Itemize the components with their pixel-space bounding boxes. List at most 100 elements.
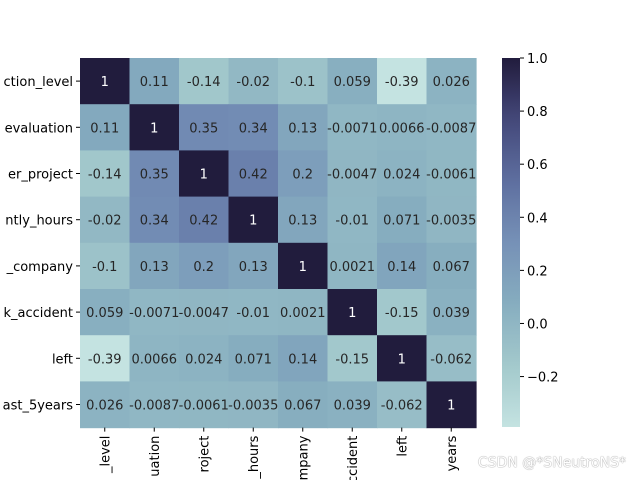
colorbar: 1.0 0.8 0.6 0.4 0.2 0.0 −0.2 [502, 52, 559, 427]
heatmap-cell [129, 196, 180, 244]
y-tick-label: _company [6, 260, 74, 275]
cell-value-label: 0.13 [288, 121, 317, 136]
heatmap-cell [179, 335, 230, 382]
x-tick-label: years [445, 435, 460, 471]
cell-value-label: -0.062 [430, 352, 472, 367]
heatmap-cell [426, 104, 477, 151]
cell-value-label: 0.14 [387, 260, 416, 275]
cell-value-label: 0.11 [140, 75, 169, 90]
colorbar-tick-label: 1.0 [527, 52, 548, 67]
cell-value-label: 0.2 [292, 168, 313, 183]
heatmap-cell [129, 242, 180, 290]
y-tick-label: evaluation [5, 121, 73, 136]
heatmap-cell [278, 289, 329, 336]
heatmap-cell [80, 381, 131, 429]
x-tick-label: roject [198, 436, 213, 473]
heatmap-cell [278, 196, 329, 244]
heatmap-cell [228, 58, 279, 105]
heatmap-cell [129, 104, 180, 151]
cell-value-label: 0.13 [239, 260, 268, 275]
cell-value-label: 0.059 [86, 306, 123, 321]
heatmap-cell [278, 150, 329, 198]
cell-value-label: -0.0071 [129, 306, 179, 321]
heatmap-cell [80, 104, 131, 151]
heatmap-cell [129, 335, 180, 382]
cell-value-label: 0.35 [189, 121, 218, 136]
x-axis-tick-labels: _level uation roject _hours mpany ccident left… [99, 427, 460, 480]
cell-value-label: 0.34 [239, 121, 268, 136]
heatmap-cell [179, 242, 230, 290]
heatmap-cell [377, 196, 428, 244]
cell-value-label: 0.026 [433, 75, 470, 90]
cell-value-label: 0.34 [140, 214, 169, 229]
heatmap-cell [426, 196, 477, 244]
heatmap-cell [228, 150, 279, 198]
heatmap-cell [327, 242, 378, 290]
watermark: CSDN @*SNeutroNS* [477, 455, 626, 471]
cell-value-label: -0.02 [88, 214, 122, 229]
heatmap-cell [327, 335, 378, 382]
cell-value-label: -0.0061 [426, 168, 476, 183]
cell-value-label: 1 [200, 168, 208, 183]
cell-value-label: 0.0021 [330, 260, 376, 275]
heatmap-cell [179, 196, 230, 244]
cell-value-label: -0.0047 [327, 168, 377, 183]
heatmap-cell [327, 381, 378, 429]
x-tick-label: ccident [346, 436, 361, 480]
cell-value-label: 0.059 [334, 75, 371, 90]
cell-value-label: -0.14 [187, 75, 221, 90]
heatmap-cell [278, 381, 329, 429]
cell-value-label: -0.0035 [228, 399, 278, 414]
heatmap-cell [80, 196, 131, 244]
cell-value-label: -0.1 [290, 75, 315, 90]
heatmap-cell [377, 289, 428, 336]
cell-value-label: -0.0047 [179, 306, 229, 321]
cell-value-label: 0.039 [433, 306, 470, 321]
heatmap-cell [327, 196, 378, 244]
cell-value-label: 0.067 [284, 399, 321, 414]
heatmap-cell [228, 242, 279, 290]
heatmap-cell [377, 381, 428, 429]
colorbar-gradient [502, 58, 520, 427]
heatmap-cell [377, 242, 428, 290]
heatmap-cell [179, 381, 230, 429]
y-tick-label: er_project [8, 168, 73, 183]
cell-value-label: -0.01 [236, 306, 270, 321]
colorbar-tick-label: 0.2 [527, 264, 548, 279]
cell-value-label: -0.0087 [129, 399, 179, 414]
heatmap-cell [426, 242, 477, 290]
x-tick-label: _hours [247, 435, 262, 479]
y-tick-label: k_accident [4, 306, 74, 321]
heatmap-cell [377, 104, 428, 151]
cell-value-label: 0.071 [383, 214, 420, 229]
cell-value-label: 0.14 [288, 352, 317, 367]
colorbar-tick-label: 0.8 [527, 105, 548, 120]
heatmap-cell [228, 381, 279, 429]
cell-value-label: 0.0021 [280, 306, 326, 321]
heatmap-cell [228, 335, 279, 382]
y-tick-label: left [52, 352, 73, 367]
heatmap-cell [179, 289, 230, 336]
y-tick-label: ction_level [4, 75, 73, 90]
heatmap-cell [129, 150, 180, 198]
heatmap-cell [228, 104, 279, 151]
heatmap-cell [426, 335, 477, 382]
heatmap-cell [228, 196, 279, 244]
cell-value-label: 0.039 [334, 399, 371, 414]
cell-value-label: 0.0066 [379, 121, 425, 136]
heatmap-cell [327, 58, 378, 105]
cell-value-label: 1 [150, 121, 158, 136]
x-tick-label: _level [99, 436, 114, 474]
heatmap-cell [129, 381, 180, 429]
cell-value-label: 0.13 [288, 214, 317, 229]
heatmap-cell [179, 150, 230, 198]
cell-value-label: 0.42 [189, 214, 218, 229]
heatmap-cell [80, 150, 131, 198]
cell-value-label: -0.01 [335, 214, 369, 229]
cell-value-label: -0.0071 [327, 121, 377, 136]
colorbar-tick-label: 0.4 [527, 211, 548, 226]
y-axis-tick-labels: ction_level evaluation er_project ntly_hour… [3, 75, 80, 414]
x-tick-label: left [396, 436, 411, 457]
heatmap-cell [426, 289, 477, 336]
cell-value-label: 0.35 [140, 168, 169, 183]
